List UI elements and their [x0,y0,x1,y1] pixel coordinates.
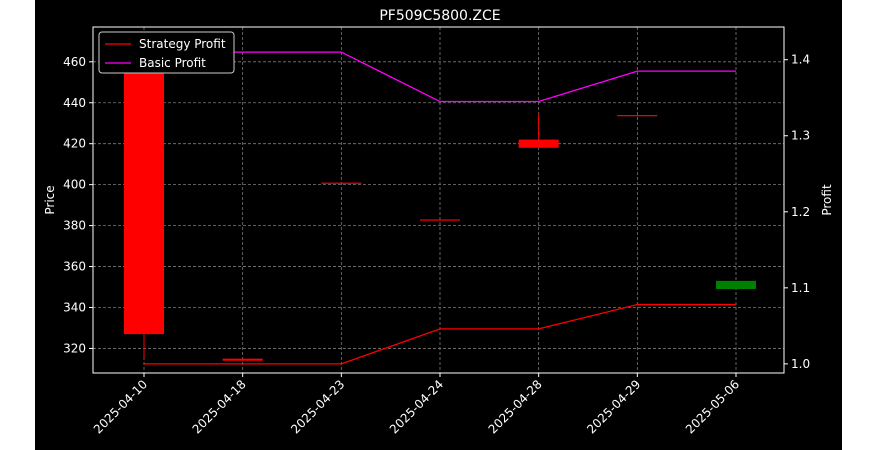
y-axis-label-left: Price [43,185,57,214]
y-tick-label-left: 440 [63,96,86,110]
y-tick-label-right: 1.3 [791,129,810,143]
candlestick-layer [124,47,756,361]
candle-body [716,280,756,290]
left-y-axis: 320 340 360 380 400 420 440 460 [63,55,93,355]
y-tick-label-left: 400 [63,178,86,192]
grid-layer [93,27,784,373]
series-line [144,51,736,103]
chart-title: PF509C5800.ZCE [379,8,500,24]
candle-body [124,47,164,335]
x-tick-label: 2025-04-28 [486,377,545,436]
y-tick-label-left: 340 [63,300,86,314]
series-line [144,303,736,365]
y-axis-label-right: Profit [820,184,834,216]
legend-label: Strategy Profit [139,37,226,51]
y-tick-label-right: 1.2 [791,205,810,219]
candle-body [518,139,559,148]
x-tick-label: 2025-04-24 [387,377,446,436]
y-tick-label-left: 320 [63,341,86,355]
chart-legend: Strategy Profit Basic Profit [98,31,235,74]
y-tick-label-right: 1.1 [791,281,810,295]
candle-body [420,219,460,221]
x-tick-label: 2025-04-18 [190,377,249,436]
y-tick-label-right: 1.0 [791,357,810,371]
y-tick-label-left: 460 [63,55,86,69]
candle-body [617,115,658,117]
legend-box [98,31,235,74]
y-tick-label-left: 360 [63,260,86,274]
plot-frame [92,26,785,374]
x-axis: 2025-04-10 2025-04-18 2025-04-23 2025-04-24… [91,373,742,436]
profit-lines-layer [144,51,736,365]
x-tick-label: 2025-04-29 [584,377,643,436]
y-tick-label-left: 380 [63,219,86,233]
candle-body [321,182,362,184]
x-tick-label: 2025-04-10 [91,377,150,436]
legend-label: Basic Profit [139,56,206,70]
chart-canvas: PF509C5800.ZCE 320340360380400420440460 … [43,8,834,436]
x-tick-label: 2025-05-06 [683,377,742,436]
x-tick-label: 2025-04-23 [288,377,347,436]
y-tick-label-left: 420 [63,137,86,151]
y-tick-label-right: 1.4 [791,53,810,67]
candle-body [222,358,263,361]
right-y-axis: 1.0 1.1 1.2 1.3 1.4 [784,53,810,371]
chart-figure: PF509C5800.ZCE 320 340 360 380 400 420 440 460 … [35,0,842,450]
